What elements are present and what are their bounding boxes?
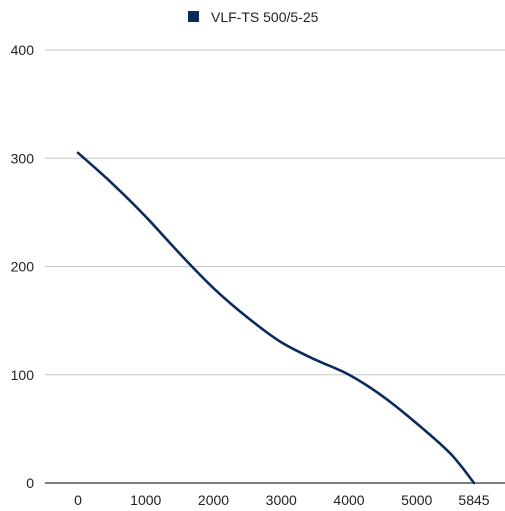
y-tick-label: 300 — [11, 150, 35, 166]
y-tick-label: 400 — [11, 42, 35, 58]
series-layer — [76, 151, 476, 485]
x-tick-label: 0 — [74, 492, 82, 508]
x-tick-label: 3000 — [266, 492, 297, 508]
legend: VLF-TS 500/5-25 — [188, 9, 319, 25]
x-tick-label: 5000 — [401, 492, 432, 508]
gridlines — [45, 49, 505, 484]
y-tick-label: 100 — [11, 367, 35, 383]
y-axis-ticks: 0 100 200 300 400 — [11, 42, 35, 491]
x-tick-label: 1000 — [130, 492, 161, 508]
x-tick-label: 4000 — [333, 492, 364, 508]
y-tick-label: 200 — [11, 259, 35, 275]
legend-swatch — [188, 11, 199, 22]
y-tick-label: 0 — [26, 475, 34, 491]
series-line — [76, 151, 476, 485]
legend-label: VLF-TS 500/5-25 — [211, 9, 319, 25]
x-axis-ticks: 0 1000 2000 3000 4000 5000 5845 — [74, 492, 490, 508]
x-tick-label: 5845 — [458, 492, 489, 508]
x-tick-label: 2000 — [198, 492, 229, 508]
